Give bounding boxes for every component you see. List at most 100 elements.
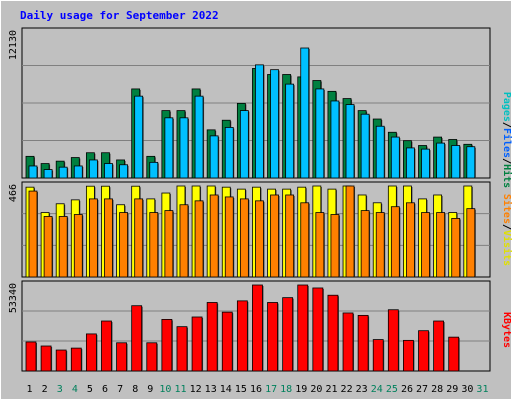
bar-visits-sites-day-30: [466, 208, 476, 278]
x-tick-label: 9: [147, 384, 153, 395]
x-tick-label: 2: [42, 384, 48, 395]
bar-hits-files-day-29: [451, 145, 461, 179]
legend-hits: Hits: [501, 164, 512, 188]
bar-visits-sites-day-2: [43, 216, 53, 278]
bar-hits-files-day-10: [164, 117, 174, 179]
bar-hits-files-day-18: [285, 83, 295, 179]
bar-kbytes-kbytes-day-10: [161, 319, 173, 372]
bar-kbytes-kbytes-day-21: [327, 294, 339, 372]
bar-kbytes-kbytes-day-29: [448, 336, 460, 372]
x-tick-label: 3: [57, 384, 63, 395]
x-tick-label: 24: [371, 384, 383, 395]
svg-text:Pages/Files/Hits: Pages/Files/Hits: [501, 92, 512, 188]
legend-sites: Sites: [501, 194, 512, 224]
bar-visits-sites-day-5: [88, 198, 98, 278]
x-tick-label: 19: [295, 384, 307, 395]
bar-hits-files-day-14: [224, 127, 234, 179]
legend-kbytes: KBytes: [501, 312, 512, 348]
x-tick-label: 13: [205, 384, 217, 395]
x-tick-label: 26: [401, 384, 413, 395]
legend-pages: Pages: [501, 92, 512, 122]
bar-hits-files-day-9: [149, 161, 159, 179]
bar-visits-sites-day-17: [270, 194, 279, 278]
bar-visits-sites-day-23: [360, 210, 370, 278]
x-axis-labels: 1 2 3 4 5 6 7 8 9 10 11 12 13 14 15 16 17 18 19 20 21 22 23 24 2…: [27, 384, 489, 395]
bar-hits-files-day-17: [270, 69, 279, 179]
x-tick-label: 10: [159, 384, 171, 395]
x-tick-label: 22: [341, 384, 353, 395]
bar-kbytes-kbytes-day-1: [25, 341, 37, 372]
bar-visits-sites-day-10: [164, 210, 174, 278]
bar-hits-files-day-5: [88, 159, 98, 179]
x-tick-label: 15: [235, 384, 247, 395]
bar-visits-sites-day-6: [104, 198, 113, 278]
bar-kbytes-kbytes-day-28: [433, 320, 445, 372]
x-tick-label: 23: [356, 384, 368, 395]
bar-visits-sites-day-3: [58, 216, 68, 278]
bar-visits-sites-day-28: [436, 212, 446, 278]
bar-kbytes-kbytes-day-3: [55, 349, 67, 372]
bar-kbytes-kbytes-day-17: [267, 302, 278, 372]
bar-kbytes-kbytes-day-23: [357, 314, 369, 372]
bar-hits-files-day-24: [375, 125, 385, 179]
bar-hits-files-day-12: [194, 95, 204, 179]
bar-hits-files-day-2: [43, 169, 53, 179]
bar-kbytes-kbytes-day-20: [312, 287, 324, 372]
bar-hits-files-day-6: [104, 163, 113, 179]
bar-kbytes-kbytes-day-14: [221, 311, 233, 372]
x-tick-label: 21: [325, 384, 337, 395]
bar-visits-sites-day-16: [255, 200, 264, 278]
bar-visits-sites-day-9: [149, 212, 159, 278]
legend-sep-2: /: [501, 158, 512, 164]
y-max-label-visits: 466: [8, 184, 19, 202]
bar-hits-files-day-3: [58, 166, 68, 179]
bar-hits-files-day-11: [179, 117, 189, 179]
bar-kbytes-kbytes-day-7: [116, 342, 127, 372]
x-tick-label: 5: [87, 384, 93, 395]
bar-hits-files-day-8: [134, 95, 144, 179]
x-tick-label: 16: [250, 384, 262, 395]
bar-hits-files-day-30: [466, 146, 476, 179]
bar-visits-sites-day-19: [300, 202, 310, 278]
legend-sep-1: /: [501, 122, 512, 128]
bar-kbytes-kbytes-day-8: [131, 305, 143, 372]
bar-visits-sites-day-1: [28, 190, 38, 278]
bar-kbytes-kbytes-day-15: [236, 300, 248, 372]
x-tick-label: 12: [190, 384, 202, 395]
bar-hits-files-day-22: [345, 104, 355, 179]
bar-visits-sites-day-12: [194, 200, 204, 278]
bar-visits-sites-day-4: [73, 214, 83, 278]
bar-visits-sites-day-26: [406, 202, 415, 278]
bar-visits-sites-day-13: [209, 194, 219, 278]
bar-hits-files-day-21: [330, 100, 340, 179]
x-tick-label: 14: [220, 384, 232, 395]
bar-hits-files-day-7: [119, 164, 128, 179]
x-tick-label: 1: [27, 384, 33, 395]
bar-visits-sites-day-21: [330, 214, 340, 278]
bar-hits-files-day-26: [406, 147, 415, 179]
x-tick-label: 27: [416, 384, 428, 395]
bar-hits-files-day-1: [28, 165, 38, 179]
bar-hits-files-day-25: [390, 136, 400, 179]
bar-visits-sites-day-22: [345, 185, 355, 278]
bar-kbytes-kbytes-day-12: [191, 316, 203, 372]
bar-visits-sites-day-11: [179, 204, 189, 278]
bar-hits-files-day-20: [315, 88, 325, 179]
x-tick-label: 29: [446, 384, 458, 395]
bar-visits-sites-day-27: [421, 212, 430, 278]
bar-hits-files-day-13: [209, 135, 219, 179]
bar-kbytes-kbytes-day-26: [403, 339, 414, 372]
chart-bars: [25, 47, 476, 372]
bar-hits-files-day-19: [300, 47, 310, 179]
bar-hits-files-day-27: [421, 148, 430, 179]
y-max-label-hits: 12130: [8, 30, 19, 60]
bar-hits-files-day-15: [239, 110, 249, 179]
x-tick-label: 11: [174, 384, 186, 395]
bar-kbytes-kbytes-day-9: [146, 342, 158, 372]
bar-visits-sites-day-7: [119, 212, 128, 278]
chart-title: Daily usage for September 2022: [20, 9, 219, 22]
bar-visits-sites-day-25: [390, 206, 400, 278]
legend-visits: Visits: [501, 230, 512, 266]
bar-kbytes-kbytes-day-16: [252, 284, 263, 372]
